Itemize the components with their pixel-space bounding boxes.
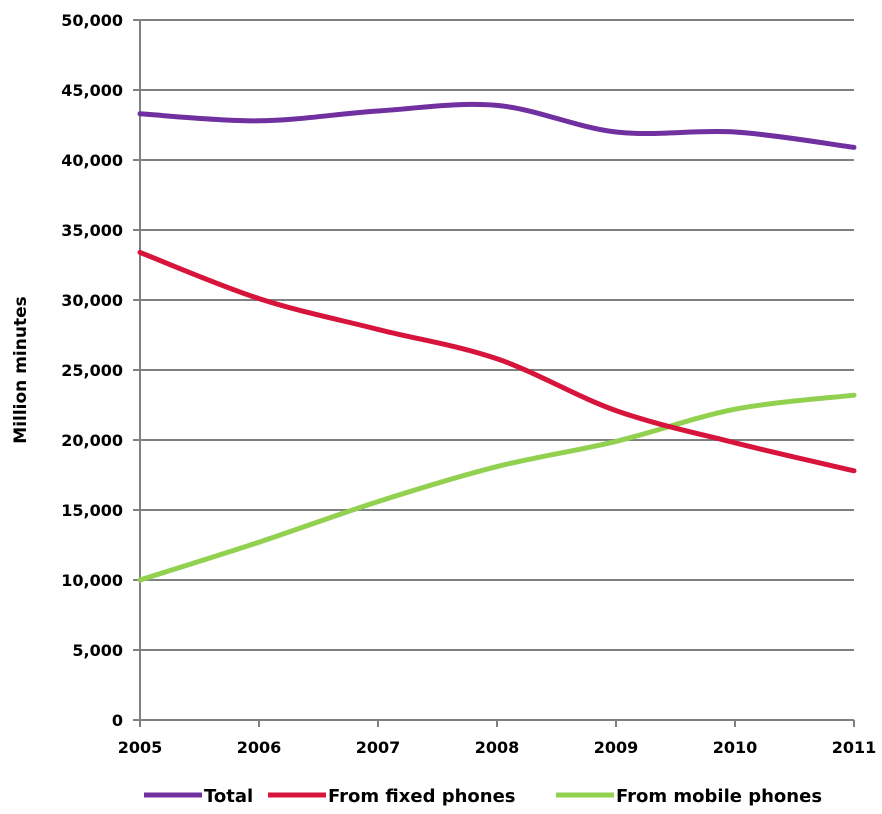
y-tick-label: 10,000: [61, 571, 123, 590]
legend: Total From fixed phones From mobile phones: [144, 786, 822, 807]
legend-item-from-fixed-phones: From fixed phones: [268, 786, 516, 807]
y-tick-labels: 0 5,000 10,000 15,000 20,000 25,000 30,000 35,0…: [61, 11, 123, 730]
legend-label: From mobile phones: [616, 786, 822, 807]
legend-item-from-mobile-phones: From mobile phones: [556, 786, 822, 807]
y-tick-label: 15,000: [61, 501, 123, 520]
y-tick-label: 5,000: [72, 641, 123, 660]
y-tick-label: 25,000: [61, 361, 123, 380]
legend-label: Total: [204, 786, 253, 807]
y-tick-label: 0: [112, 711, 123, 730]
series-line-from-fixed-phones: [137, 249, 857, 474]
y-tick-label: 35,000: [61, 221, 123, 240]
series-line-from-mobile-phones: [137, 392, 857, 583]
legend-label: From fixed phones: [328, 786, 516, 807]
x-tick-label: 2008: [475, 738, 520, 757]
series-line-total: [137, 101, 857, 150]
y-tick-label: 40,000: [61, 151, 123, 170]
y-axis-label: Million minutes: [11, 296, 31, 443]
x-tick-label: 2005: [118, 738, 163, 757]
legend-item-total: Total: [144, 786, 253, 807]
y-tick-label: 30,000: [61, 291, 123, 310]
y-tick-label: 50,000: [61, 11, 123, 30]
axes: [139, 20, 854, 721]
x-tick-label: 2009: [594, 738, 639, 757]
y-tick-label: 45,000: [61, 81, 123, 100]
gridlines: [133, 19, 855, 727]
x-tick-labels: 2005 2006 2007 2008 2009 2010 2011: [118, 738, 877, 757]
series-lines: [137, 101, 857, 583]
x-tick-label: 2007: [356, 738, 401, 757]
x-tick-label: 2011: [832, 738, 877, 757]
x-tick-label: 2006: [237, 738, 282, 757]
x-tick-label: 2010: [713, 738, 758, 757]
y-tick-label: 20,000: [61, 431, 123, 450]
